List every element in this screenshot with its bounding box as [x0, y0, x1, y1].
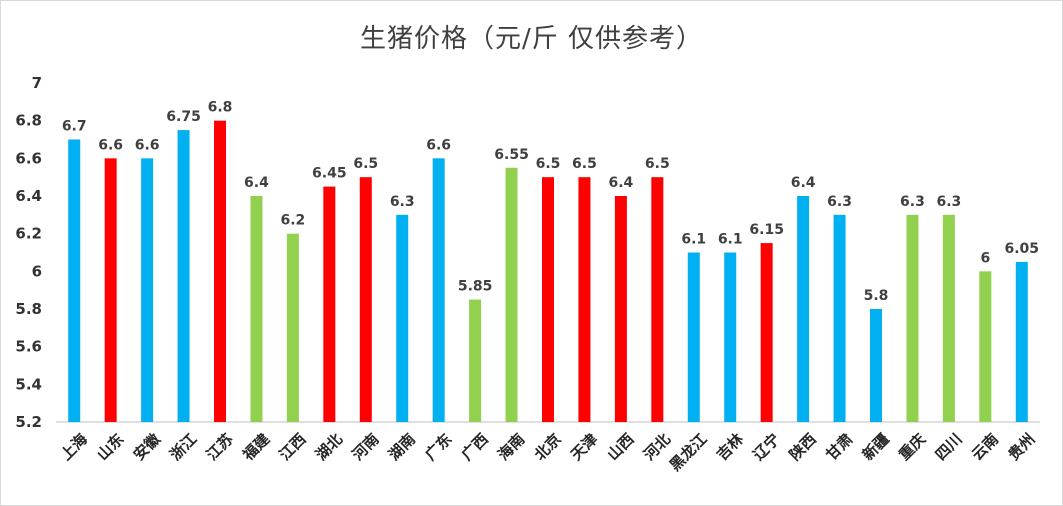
x-tick-label: 重庆	[895, 430, 929, 464]
data-label: 6.1	[681, 232, 706, 248]
bar	[833, 214, 846, 422]
data-label: 6.3	[390, 194, 415, 210]
bar	[286, 233, 299, 422]
bar	[68, 139, 81, 422]
data-label: 6.3	[827, 194, 852, 210]
x-tick-label: 辽宁	[749, 430, 783, 464]
data-label: 6.8	[208, 100, 233, 116]
bar	[651, 177, 664, 422]
x-tick-label: 河南	[349, 430, 383, 464]
x-tick-label: 江西	[276, 430, 310, 464]
bar	[578, 177, 591, 422]
bar	[760, 243, 773, 422]
x-tick-label: 甘肃	[822, 430, 856, 464]
data-labels: 6.7 6.6 6.6 6.75 6.8 6.4 6.2 6.45 6.5 6.3 6.6 5.85 6…	[62, 100, 1039, 304]
bar	[432, 158, 445, 423]
y-tick-label: 5.6	[15, 338, 42, 356]
data-label: 6.6	[98, 137, 123, 153]
y-tick-label: 5.4	[15, 375, 42, 393]
x-tick-label: 福建	[239, 429, 274, 464]
bar	[724, 252, 737, 422]
bar	[906, 214, 919, 422]
y-axis-ticks: 5.2 5.4 5.6 5.8 6 6.2 6.4 6.6 6.8 7	[15, 74, 42, 431]
data-label: 6.1	[718, 232, 743, 248]
x-tick-label: 山西	[604, 430, 638, 464]
bar	[104, 158, 117, 423]
data-label: 6.5	[536, 156, 561, 172]
y-tick-label: 6.6	[15, 149, 42, 167]
data-label: 6.7	[62, 119, 87, 135]
y-tick-label: 7	[32, 74, 42, 92]
data-label: 6.6	[135, 137, 160, 153]
data-label: 6.45	[312, 166, 347, 182]
x-tick-label: 云南	[968, 430, 1002, 464]
data-label: 6.2	[280, 213, 305, 229]
data-label: 6.75	[166, 109, 201, 125]
bar	[979, 271, 992, 422]
bar	[542, 177, 554, 422]
data-label: 6	[980, 250, 990, 266]
x-tick-label: 上海	[57, 430, 91, 464]
x-tick-label: 广东	[421, 430, 455, 464]
x-tick-label: 江苏	[203, 430, 237, 464]
x-tick-label: 吉林	[713, 429, 748, 464]
bar	[250, 196, 263, 422]
data-label: 6.6	[426, 137, 451, 153]
x-axis-ticks: 上海 山东 安徽 浙江 江苏 福建 江西 湖北 河南 湖南 广东 广西 海南 北京 天津 山西 河北黑龙江 吉林辽…	[57, 429, 1039, 474]
x-tick-label: 山东	[93, 430, 127, 464]
bar	[797, 196, 810, 422]
data-label: 6.3	[900, 194, 925, 210]
x-tick-label: 天津	[567, 430, 601, 464]
bar	[323, 186, 336, 422]
bar	[214, 120, 226, 423]
x-tick-label: 浙江	[166, 430, 200, 464]
y-tick-label: 6	[32, 262, 42, 280]
bar	[505, 167, 518, 422]
data-label: 6.4	[244, 175, 269, 191]
x-tick-label: 安徽	[130, 429, 165, 464]
y-tick-label: 5.8	[15, 300, 42, 318]
y-tick-label: 6.8	[15, 112, 42, 130]
bar	[1015, 261, 1028, 422]
x-tick-label: 北京	[531, 430, 565, 464]
data-label: 6.3	[936, 194, 961, 210]
bar	[942, 214, 955, 422]
bars	[68, 120, 1028, 423]
data-label: 6.4	[791, 175, 816, 191]
x-tick-label: 贵州	[1005, 430, 1039, 464]
x-tick-label: 陕西	[786, 430, 820, 464]
bar	[870, 309, 882, 422]
bar	[469, 299, 482, 422]
x-tick-label: 黑龙江	[666, 430, 711, 475]
bar	[359, 177, 372, 422]
x-tick-label: 湖南	[385, 430, 419, 464]
data-label: 6.5	[353, 156, 378, 172]
data-label: 6.5	[645, 156, 670, 172]
chart-title: 生猪价格（元/斤 仅供参考）	[359, 24, 704, 54]
bar	[141, 158, 154, 423]
data-label: 6.05	[1005, 241, 1040, 257]
bar	[614, 196, 627, 422]
data-label: 6.15	[749, 222, 784, 238]
x-tick-label: 新疆	[859, 430, 893, 464]
x-tick-label: 海南	[494, 430, 528, 464]
y-tick-label: 6.4	[15, 187, 42, 205]
y-tick-label: 5.2	[15, 413, 42, 431]
data-label: 6.55	[494, 147, 529, 163]
data-label: 6.4	[608, 175, 633, 191]
bar	[177, 130, 190, 423]
y-tick-label: 6.2	[15, 225, 42, 243]
x-tick-label: 广西	[458, 430, 492, 464]
x-tick-label: 湖北	[312, 430, 346, 464]
bar	[687, 252, 700, 422]
x-tick-label: 四川	[932, 430, 966, 464]
bar	[396, 214, 409, 422]
data-label: 5.8	[864, 288, 889, 304]
data-label: 6.5	[572, 156, 597, 172]
data-label: 5.85	[458, 279, 493, 295]
